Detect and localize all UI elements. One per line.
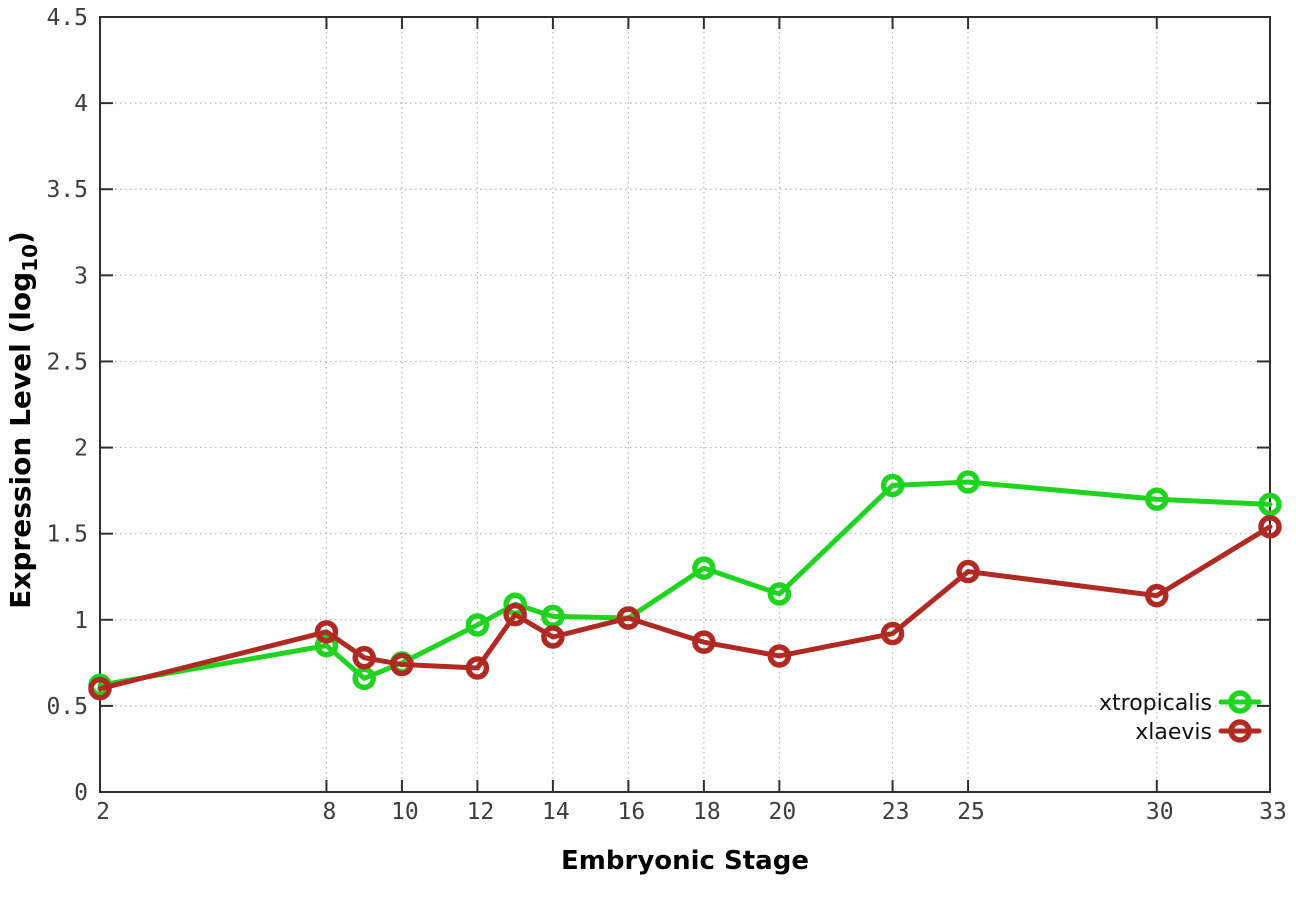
x-tick-label: 8: [323, 799, 337, 825]
data-point-xtropicalis-stage-23: [880, 473, 905, 498]
series-line-xlaevis: [97, 524, 1273, 692]
data-point-xtropicalis-stage-20: [767, 582, 792, 606]
data-point-xlaevis-stage-23: [880, 621, 905, 646]
data-point-xtropicalis-stage-25: [956, 470, 980, 494]
data-point-xtropicalis-stage-30: [1145, 487, 1169, 511]
y-tick-label: 3.5: [46, 177, 88, 203]
data-point-xlaevis-stage-18: [692, 630, 716, 654]
x-tick-label: 25: [957, 799, 985, 825]
data-point-xtropicalis-stage-33: [1258, 492, 1282, 517]
data-point-xlaevis-stage-33: [1258, 515, 1282, 539]
y-tick-label: 1: [74, 608, 88, 634]
data-point-xlaevis-stage-10: [390, 652, 414, 677]
data-point-xlaevis-stage-14: [541, 625, 565, 649]
y-tick-label: 2: [74, 436, 88, 462]
chart-layer: 0 0.5 1 1.5 2 2.5 3 3.5 4 4.5 2 8 10 12 14 16 18 20 23 25 30…: [4, 5, 1287, 825]
x-tick-label: 30: [1146, 799, 1174, 825]
y-axis-title: Expression Level (log10): [4, 231, 42, 609]
data-point-xlaevis-stage-2: [88, 676, 112, 701]
data-point-xtropicalis-stage-8: [314, 633, 339, 658]
y-tick-label: 0.5: [46, 694, 88, 720]
data-point-xlaevis-stage-30: [1145, 583, 1169, 608]
data-point-xlaevis-stage-8: [314, 620, 339, 644]
data-point-xlaevis-stage-9: [352, 645, 376, 670]
y-tick-label: 4.5: [46, 5, 88, 31]
x-tick-label: 10: [391, 799, 419, 825]
data-point-xtropicalis-stage-12: [465, 613, 490, 637]
data-point-xlaevis-stage-20: [767, 644, 792, 668]
y-tick-label: 1.5: [46, 522, 88, 548]
legend-label-xlaevis: xlaevis: [1135, 720, 1212, 745]
legend-marker-xlaevis: [1228, 719, 1252, 743]
x-tick-label: 33: [1259, 799, 1287, 825]
x-axis-title: Embryonic Stage: [561, 846, 809, 876]
data-point-xlaevis-stage-16: [616, 606, 641, 630]
x-tick-label: 23: [882, 799, 910, 825]
x-tick-label: 16: [618, 799, 646, 825]
y-tick-label: 3: [74, 263, 88, 289]
y-tick-label: 0: [74, 780, 88, 806]
x-tick-label: 18: [693, 799, 721, 825]
plot-border: [99, 16, 1271, 793]
x-tick-label: 20: [769, 799, 797, 825]
legend-marker-xtropicalis: [1228, 690, 1252, 714]
data-point-xlaevis-stage-13: [503, 602, 527, 627]
x-tick-label: 14: [542, 799, 570, 825]
legend-label-xtropicalis: xtropicalis: [1099, 691, 1212, 716]
series-line-xtropicalis: [97, 479, 1273, 688]
x-tick-label: 12: [467, 799, 495, 825]
data-point-xlaevis-stage-12: [465, 656, 490, 680]
data-point-xtropicalis-stage-18: [692, 556, 716, 580]
x-tick-label: 2: [96, 799, 110, 825]
data-point-xlaevis-stage-25: [956, 559, 980, 584]
y-tick-label: 2.5: [46, 349, 88, 375]
y-tick-label: 4: [74, 91, 88, 117]
